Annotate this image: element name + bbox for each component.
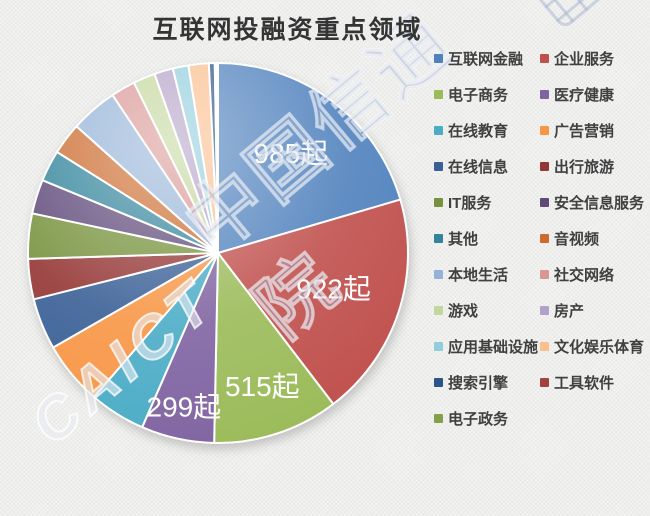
pie-data-label: 515起 <box>225 371 300 402</box>
legend-label: 房产 <box>554 302 585 320</box>
legend-item[interactable]: 在线信息 <box>434 156 540 177</box>
legend-swatch-icon <box>540 53 549 63</box>
legend-label: 搜索引擎 <box>448 374 509 392</box>
legend-item[interactable]: 应用基础设施 <box>434 336 540 357</box>
legend-swatch-icon <box>434 89 443 99</box>
legend-swatch-icon <box>434 53 443 63</box>
legend-item[interactable]: IT服务 <box>434 192 540 213</box>
legend-item[interactable]: 文化娱乐体育 <box>540 336 648 357</box>
legend-item[interactable]: 企业服务 <box>540 48 648 69</box>
chart-title: 互联网投融资重点领域 <box>152 16 423 44</box>
legend-label: 出行旅游 <box>554 158 615 176</box>
legend-label: 安全信息服务 <box>554 194 645 212</box>
legend-swatch-icon <box>540 161 549 171</box>
legend-item[interactable]: 广告营销 <box>540 120 648 141</box>
legend-swatch-icon <box>540 269 549 279</box>
legend-swatch-icon <box>540 89 549 99</box>
legend-item[interactable]: 在线教育 <box>434 120 540 141</box>
legend-label: 文化娱乐体育 <box>554 338 645 356</box>
legend-swatch-icon <box>540 125 549 135</box>
pie-data-label: 985起 <box>254 138 329 169</box>
legend-swatch-icon <box>434 269 443 279</box>
legend-swatch-icon <box>540 341 549 351</box>
legend-swatch-icon <box>434 125 443 135</box>
legend-label: 游戏 <box>448 302 479 320</box>
pie-slice[interactable] <box>215 61 219 254</box>
legend-swatch-icon <box>540 233 549 243</box>
legend-label: IT服务 <box>448 194 492 212</box>
pie-data-label: 299起 <box>147 391 222 422</box>
legend-swatch-icon <box>434 233 443 243</box>
legend-item[interactable]: 搜索引擎 <box>434 372 540 393</box>
legend-label: 应用基础设施 <box>448 338 539 356</box>
legend-item[interactable]: 游戏 <box>434 300 540 321</box>
legend-item[interactable]: 电子政务 <box>434 408 540 429</box>
pie-data-label: 922起 <box>296 273 371 304</box>
legend-label: 电子政务 <box>448 410 509 428</box>
legend-item[interactable]: 工具软件 <box>540 372 648 393</box>
chart-canvas: { "title": "互联网投融资重点领域", "watermark": { … <box>0 0 650 458</box>
legend-label: 音视频 <box>554 230 600 248</box>
legend-swatch-icon <box>434 197 443 207</box>
chart-legend: 互联网金融 企业服务电子商务 医疗健康在线教育 广告营销在线信息 出行旅游 IT服务 安全信… <box>434 40 648 436</box>
legend-swatch-icon <box>540 305 549 315</box>
legend-label: 社交网络 <box>554 266 615 284</box>
legend-swatch-icon <box>540 197 549 207</box>
legend-label: 工具软件 <box>554 374 615 392</box>
legend-swatch-icon <box>434 341 443 351</box>
legend-swatch-icon <box>434 377 443 387</box>
legend-item[interactable]: 社交网络 <box>540 264 648 285</box>
legend-item[interactable]: 出行旅游 <box>540 156 648 177</box>
legend-label: 其他 <box>448 230 479 248</box>
legend-label: 医疗健康 <box>554 86 615 104</box>
legend-item[interactable]: 医疗健康 <box>540 84 648 105</box>
legend-label: 互联网金融 <box>448 50 524 68</box>
legend-item[interactable]: 互联网金融 <box>434 48 540 69</box>
legend-item[interactable]: 电子商务 <box>434 84 540 105</box>
legend-label: 电子商务 <box>448 86 509 104</box>
legend-item[interactable]: 房产 <box>540 300 648 321</box>
legend-label: 企业服务 <box>554 50 615 68</box>
legend-item[interactable]: 本地生活 <box>434 264 540 285</box>
pie-chart: 985起 922起 515起 299起 <box>26 61 410 445</box>
legend-item[interactable]: 安全信息服务 <box>540 192 648 213</box>
legend-swatch-icon <box>434 305 443 315</box>
legend-label: 广告营销 <box>554 122 615 140</box>
legend-label: 在线信息 <box>448 158 509 176</box>
legend-swatch-icon <box>540 377 549 387</box>
legend-item[interactable]: 音视频 <box>540 228 648 249</box>
legend-label: 在线教育 <box>448 122 509 140</box>
legend-label: 本地生活 <box>448 266 509 284</box>
legend-swatch-icon <box>434 413 443 423</box>
legend-swatch-icon <box>434 161 443 171</box>
legend-item[interactable]: 其他 <box>434 228 540 249</box>
